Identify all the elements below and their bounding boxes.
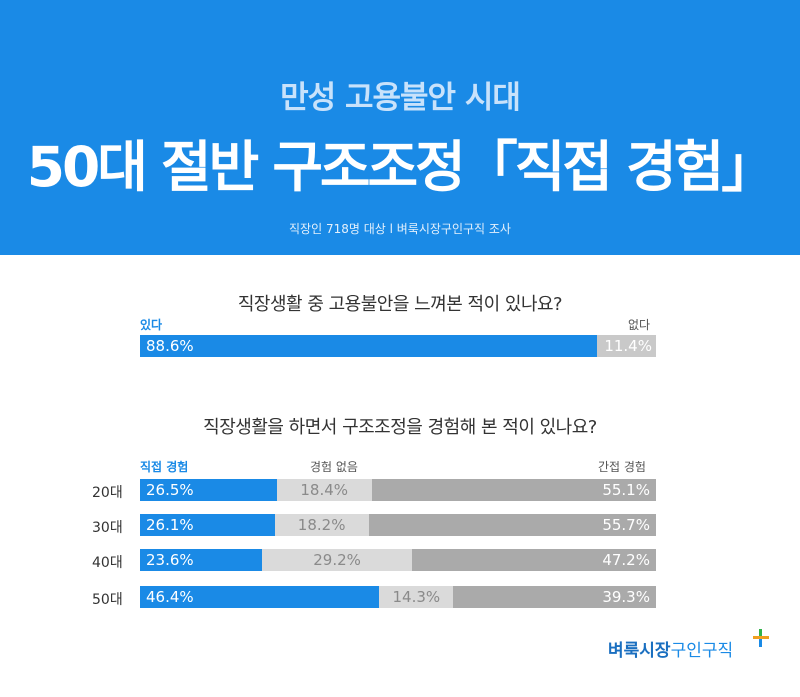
- bar-direct-label: 23.6%: [146, 551, 194, 569]
- chart2-legend-direct: 직접 경험: [140, 460, 189, 474]
- chart1-bar-no: 11.4%: [597, 335, 656, 357]
- chart2-bar-row: 26.5% 18.4% 55.1%: [140, 479, 656, 501]
- chart1-bar-no-label: 11.4%: [604, 337, 652, 355]
- bar-indirect-label: 47.2%: [602, 551, 650, 569]
- chart2-bar-row: 26.1% 18.2% 55.7%: [140, 514, 656, 536]
- chart1-legend-yes: 있다: [140, 318, 163, 332]
- bar-indirect-label: 55.7%: [602, 516, 650, 534]
- bar-direct: 46.4%: [140, 586, 380, 608]
- header-title: 50대 절반 구조조정「직접 경험」: [26, 135, 777, 199]
- bar-indirect-label: 39.3%: [602, 588, 650, 606]
- category-label: 50대: [92, 592, 123, 608]
- chart1-bar-row: 88.6% 11.4%: [140, 335, 656, 357]
- bar-direct-label: 26.5%: [146, 481, 194, 499]
- bar-direct: 26.5%: [140, 479, 277, 501]
- bar-direct: 23.6%: [140, 549, 262, 571]
- chart1-bar-yes-label: 88.6%: [146, 337, 194, 355]
- bar-indirect: 47.2%: [412, 549, 656, 571]
- chart1-legend-no: 없다: [628, 318, 651, 332]
- bar-none: 14.3%: [379, 586, 454, 608]
- bar-direct: 26.1%: [140, 514, 275, 536]
- bar-none-label: 18.4%: [300, 481, 349, 499]
- header-subtitle: 만성 고용불안 시대: [280, 80, 521, 116]
- plus-star-icon: [753, 629, 769, 647]
- header-meta: 직장인 718명 대상 l 벼룩시장구인구직 조사: [289, 222, 511, 236]
- chart2-title: 직장생활을 하면서 구조조정을 경험해 본 적이 있나요?: [203, 417, 597, 438]
- category-label: 40대: [92, 555, 123, 571]
- chart1-bar-yes: 88.6%: [140, 335, 598, 357]
- brand-logo: 벼룩시장구인구직: [608, 636, 733, 661]
- bar-none-label: 18.2%: [297, 516, 346, 534]
- bar-indirect: 39.3%: [453, 586, 656, 608]
- category-label: 30대: [92, 520, 123, 536]
- header-banner: 만성 고용불안 시대 50대 절반 구조조정「직접 경험」 직장인 718명 대…: [0, 0, 800, 255]
- bar-none: 18.2%: [274, 514, 369, 536]
- bar-direct-label: 46.4%: [146, 588, 194, 606]
- bar-none: 29.2%: [261, 549, 413, 571]
- chart2-bar-row: 23.6% 29.2% 47.2%: [140, 549, 656, 571]
- logo-part2: 구인구직: [670, 641, 734, 661]
- chart1-title: 직장생활 중 고용불안을 느껴본 적이 있나요?: [237, 294, 563, 315]
- logo-part1: 벼룩시장: [608, 641, 671, 661]
- chart2-legend-none: 경험 없음: [310, 460, 358, 474]
- chart2-legend-indirect: 간접 경험: [598, 460, 646, 474]
- bar-none: 18.4%: [276, 479, 372, 501]
- bar-indirect: 55.1%: [371, 479, 656, 501]
- bar-none-label: 14.3%: [392, 588, 441, 606]
- category-label: 20대: [92, 485, 123, 501]
- bar-indirect: 55.7%: [368, 514, 656, 536]
- bar-direct-label: 26.1%: [146, 516, 194, 534]
- bar-none-label: 29.2%: [313, 551, 361, 569]
- bar-indirect-label: 55.1%: [602, 481, 650, 499]
- chart2-bar-row: 46.4% 14.3% 39.3%: [140, 586, 656, 608]
